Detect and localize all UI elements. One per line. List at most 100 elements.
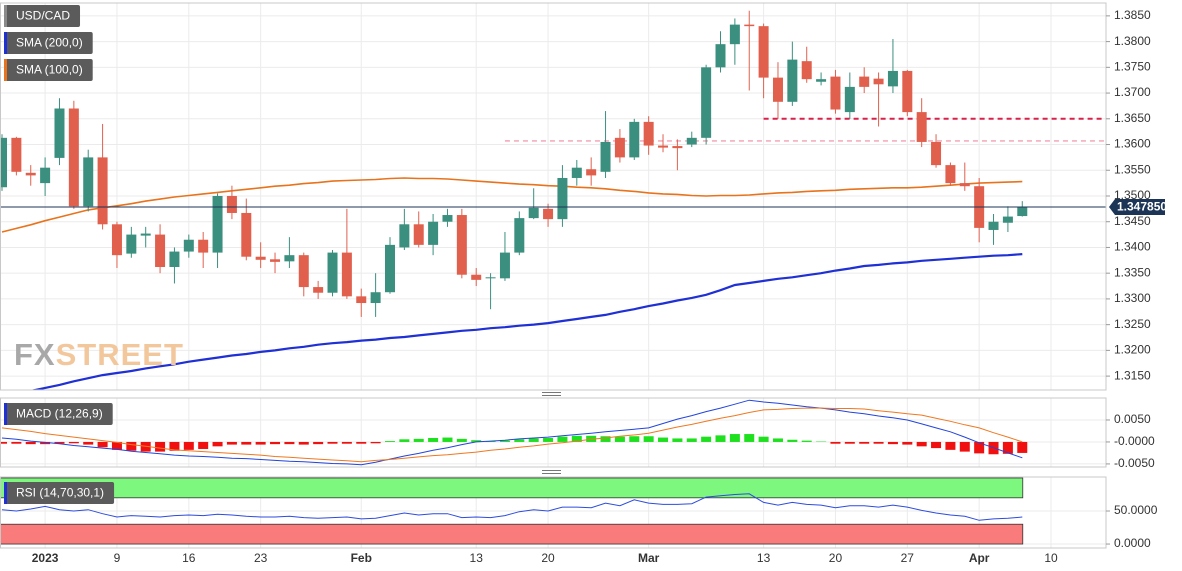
histogram-bar [715, 435, 726, 442]
y-tick-label: 1.3350 [1114, 265, 1151, 279]
candle-body [1017, 207, 1028, 217]
candle-body [384, 244, 395, 293]
histogram-bar [471, 440, 482, 442]
candle-body [715, 44, 726, 68]
candle-body [485, 277, 496, 279]
x-tick-label: Feb [351, 551, 372, 565]
histogram-bar [111, 441, 122, 450]
watermark: FXSTREET [14, 337, 184, 372]
candle-body [744, 24, 755, 27]
legend-item: MACD (12,26,9) [4, 403, 113, 425]
legend-box [4, 5, 81, 27]
x-tick-label: 9 [114, 551, 121, 565]
y-tick-label: -0.0000 [1114, 434, 1155, 448]
candle-body [284, 255, 295, 262]
candle-body [327, 252, 338, 293]
indicator-line [1, 407, 1023, 463]
candle-body [356, 296, 367, 304]
histogram-bar [284, 441, 295, 445]
y-tick-label: 0.0000 [1114, 536, 1151, 550]
histogram-bar [686, 438, 697, 442]
candle-body [772, 77, 783, 102]
histogram-bar [11, 441, 22, 444]
panel-border [0, 476, 1107, 549]
histogram-bar [557, 436, 568, 442]
panel-splitter[interactable] [542, 470, 561, 474]
candle-body [255, 256, 266, 260]
candle-body [729, 24, 740, 45]
histogram-bar [629, 436, 640, 442]
legend-item: RSI (14,70,30,1) [4, 482, 115, 504]
grid [0, 3, 1106, 548]
panel-border [0, 397, 1107, 468]
y-tick-label: 1.3750 [1114, 60, 1151, 74]
histogram-bar [514, 439, 525, 442]
histogram-bar [859, 441, 870, 444]
candle-body [97, 157, 108, 225]
x-tick-label: 27 [901, 551, 915, 565]
legend-box [4, 403, 113, 425]
candle-body [341, 252, 352, 297]
histogram-bar [571, 435, 582, 442]
candle-body [140, 233, 151, 236]
candle-body [11, 137, 22, 172]
y-tick-label: 1.3600 [1114, 137, 1151, 151]
histogram-bar [758, 436, 769, 442]
x-tick-label: Apr [969, 551, 990, 565]
histogram-bar [945, 441, 956, 450]
legend-label: MACD (12,26,9) [16, 407, 103, 421]
candle-body [859, 76, 870, 87]
candle-body [270, 259, 281, 262]
histogram-bar [198, 441, 209, 449]
legend-box [4, 32, 93, 54]
x-tick-label: 23 [254, 551, 268, 565]
candle-body [844, 86, 855, 113]
histogram-bar [183, 441, 194, 450]
candle-body [916, 112, 927, 142]
candle-body [40, 167, 51, 184]
legend-label: RSI (14,70,30,1) [16, 486, 104, 500]
x-tick-label: 2023 [32, 551, 59, 565]
histogram-bar [169, 441, 180, 451]
histogram-bar [384, 441, 395, 442]
price-panel [0, 10, 1106, 390]
histogram-bar [97, 441, 108, 448]
indicator-line [1, 399, 1023, 466]
macd-panel [0, 399, 1028, 466]
candle-body [241, 212, 252, 257]
histogram-bar [313, 441, 324, 445]
candle-body [126, 234, 137, 254]
candle-body [155, 234, 166, 268]
indicator-line [30, 253, 1023, 390]
candle-body [816, 79, 827, 82]
y-tick-label: 1.3650 [1114, 111, 1151, 125]
legend-item: SMA (100,0) [4, 59, 93, 81]
candle-body [758, 26, 769, 78]
y-tick-label: 1.3500 [1114, 188, 1151, 202]
candle-body [629, 121, 640, 158]
histogram-bar [902, 441, 913, 445]
histogram-bar [456, 438, 467, 442]
x-tick-label: Mar [638, 551, 660, 565]
candle-body [212, 195, 223, 253]
histogram-bar [729, 434, 740, 442]
candle-body [988, 221, 999, 230]
histogram-bar [787, 439, 798, 442]
candle-body [25, 172, 36, 176]
candle-body [68, 108, 79, 207]
rsi-panel [0, 477, 1024, 545]
candle-body [528, 207, 539, 219]
histogram-bar [428, 437, 439, 442]
histogram-bar [68, 441, 79, 444]
histogram-bar [241, 441, 252, 445]
panel-splitter[interactable] [542, 392, 561, 396]
histogram-bar [543, 437, 554, 442]
y-tick-label: 1.3800 [1114, 34, 1151, 48]
histogram-bar [40, 441, 51, 445]
watermark-street: STREET [56, 337, 184, 372]
y-tick-label: 0.0050 [1114, 412, 1151, 426]
candle-body [945, 165, 956, 184]
x-tick-label: 13 [757, 551, 771, 565]
histogram-bar [658, 437, 669, 442]
candle-body [471, 274, 482, 280]
